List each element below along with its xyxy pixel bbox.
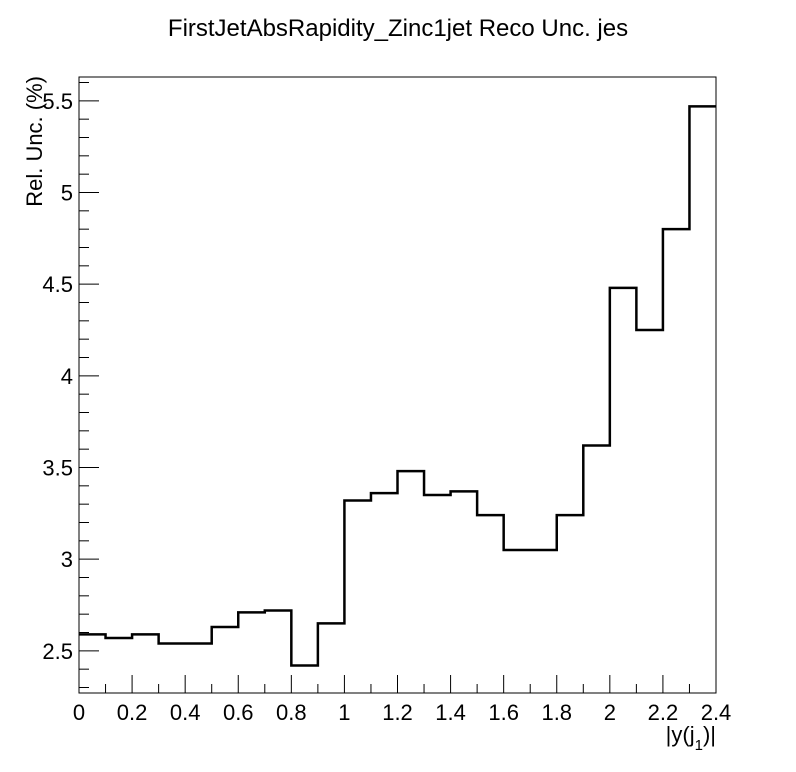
chart-title: FirstJetAbsRapidity_Zinc1jet Reco Unc. j… [168,15,628,42]
x-tick-label: 0.4 [170,700,201,725]
x-tick-label: 0.2 [117,700,148,725]
x-axis-ticks [78,675,717,693]
x-axis-label-end: )| [703,722,716,747]
y-tick-label: 5 [61,181,73,206]
y-tick-label: 3 [61,547,73,572]
x-axis-label-subscript: 1 [695,737,703,754]
x-tick-label: 0.6 [223,700,254,725]
y-tick-label: 2.5 [42,639,73,664]
x-tick-label: 1.4 [435,700,466,725]
x-tick-label: 1 [338,700,350,725]
x-tick-label: 1.6 [488,700,519,725]
x-tick-label: 1.2 [382,700,413,725]
y-tick-label: 4.5 [42,272,73,297]
y-tick-label: 5.5 [42,89,73,114]
x-axis-tick-labels: 0 0.2 0.4 0.6 0.8 1 1.2 1.4 1.6 1.8 2 2.2 2.4 [73,700,731,725]
y-axis-ticks [79,82,99,688]
x-tick-label: 2 [604,700,616,725]
x-axis-label-main: |y(j [666,722,695,747]
x-tick-label: 0 [73,700,85,725]
plot-frame [78,76,717,694]
y-tick-label: 4 [61,364,73,389]
histogram-series-line [79,105,716,667]
y-axis-tick-labels: 2.5 3 3.5 4 4.5 5 5.5 [42,89,73,664]
x-tick-label: 0.8 [276,700,307,725]
y-axis-label: Rel. Unc. (%) [22,76,47,207]
x-tick-label: 1.8 [541,700,572,725]
x-axis-label: |y(j1)| [666,722,716,754]
x-tick-label: 2.4 [701,700,732,725]
y-tick-label: 3.5 [42,456,73,481]
x-tick-label: 2.2 [648,700,679,725]
